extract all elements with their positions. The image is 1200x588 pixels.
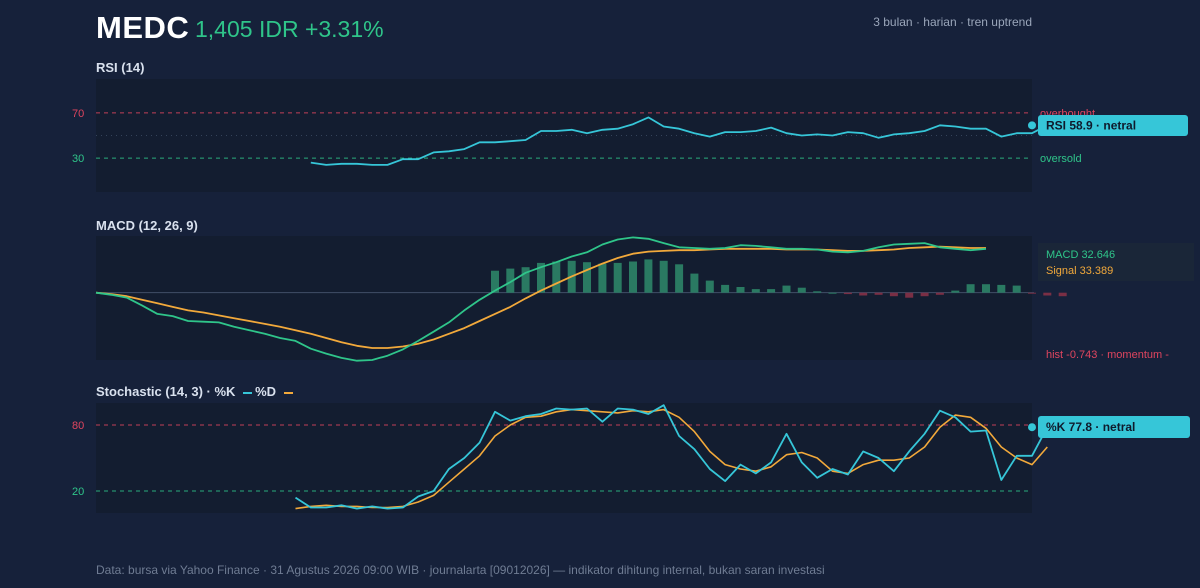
price-change: 1,405 IDR +3.31% [195,16,384,42]
macd-hist-bar [751,289,760,293]
k-legend-swatch [243,391,253,394]
macd-panel-title: MACD (12, 26, 9) [96,218,198,233]
macd-hist-bar [583,262,591,293]
stoch-title-text: Stochastic (14, 3) · %K [96,384,236,399]
macd-hist-bar [997,284,1006,293]
macd-hist-bar [1043,292,1052,296]
macd-hist-bar [629,261,637,293]
macd-hist-bar [690,273,699,293]
macd-hist-bar [767,289,776,293]
macd-panel-bg [96,236,1032,360]
stoch-panel-bg [96,403,1032,513]
macd-hist-bar [521,267,530,293]
macd-hist-bar [659,260,668,293]
hist-readout: hist -0.743 · momentum - [1046,349,1169,361]
macd-hist-bar [613,262,622,293]
rsi-badge: RSI 58.9 · netral [1046,119,1136,133]
macd-hist-bar [828,292,837,294]
rsi-panel-title: RSI (14) [96,60,145,75]
stoch-badge: %K 77.8 · netral [1046,420,1135,434]
stoch-panel-title: Stochastic (14, 3) · %K %D [96,384,296,399]
stoch-last-point [1028,423,1036,432]
stoch-tick-label-80: 80 [72,420,84,432]
macd-hist-bar [874,292,883,295]
macd-hist-bar [782,285,791,293]
macd-hist-bar [736,287,745,293]
macd-hist-bar [1058,292,1067,297]
d-legend-label: %D [255,384,277,399]
macd-hist-bar [797,287,806,293]
rsi-tick-label-70: 70 [72,108,84,120]
macd-hist-bar [537,262,545,293]
stoch-tick-label-20: 20 [72,486,84,498]
rsi-badge-bg [1038,115,1188,136]
macd-hist-bar [598,263,607,293]
macd-hist-bar [966,284,975,293]
macd-readout-box [1038,243,1194,281]
stoch-d-line [295,408,1048,510]
macd-hist-bar [935,292,944,295]
macd-hist-bar [889,292,898,297]
macd-hist-bar [859,292,868,296]
rsi-last-point [1028,121,1036,130]
stoch-k-line [295,404,1049,510]
macd-hist-bar [491,270,499,293]
signal-line [95,245,986,349]
macd-hist-bar [843,292,852,295]
macd-hist-bar [705,280,714,293]
rsi-oversold-label: oversold [1040,153,1082,165]
macd-line [95,236,987,362]
macd-hist-bar [813,291,822,293]
ticker-symbol: MEDC [96,10,190,45]
rsi-tick-label-30: 30 [72,153,84,165]
rsi-line [310,116,1048,166]
macd-hist-bar [905,292,914,298]
macd-hist-bar [1028,292,1036,294]
macd-hist-bar [920,292,929,297]
macd-hist-bar [644,259,653,293]
d-legend-swatch [283,391,293,394]
signal-readout: Signal 33.389 [1046,265,1113,277]
macd-hist-bar [982,284,990,293]
macd-hist-bar [951,290,960,293]
macd-hist-bar [1012,285,1021,293]
macd-hist-bar [552,261,561,293]
macd-hist-bar [506,268,515,293]
macd-readout: MACD 32.646 [1046,249,1115,261]
chart-meta: 3 bulan · harian · tren uptrend [873,15,1032,29]
footer-source: Data: bursa via Yahoo Finance · 31 Agust… [96,563,825,577]
macd-hist-bar [675,264,684,293]
stoch-badge-bg [1038,416,1190,438]
macd-hist-bar [721,284,730,293]
